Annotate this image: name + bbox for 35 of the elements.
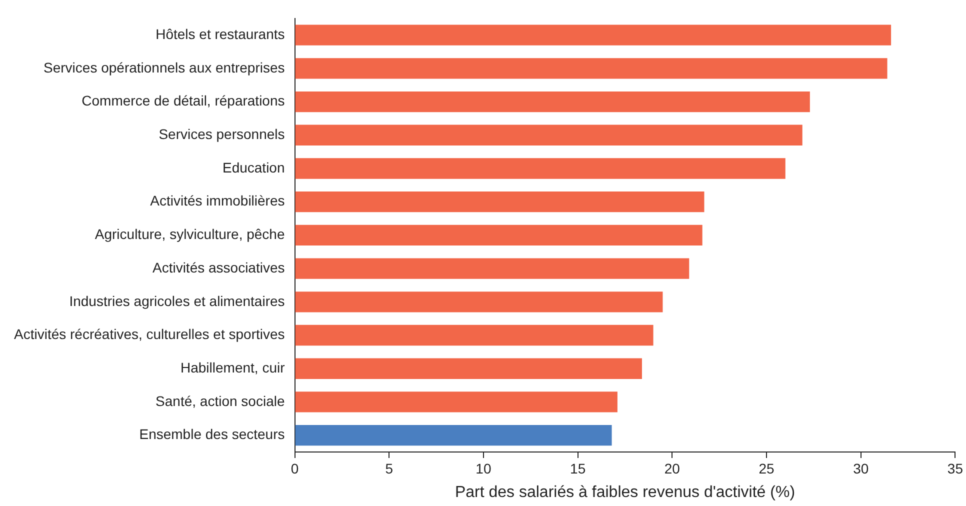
bar — [295, 358, 642, 379]
y-tick-label: Ensemble des secteurs — [139, 426, 285, 442]
y-tick-label: Activités immobilières — [150, 192, 285, 209]
bar — [295, 224, 702, 246]
y-tick-label: Santé, action sociale — [156, 392, 285, 409]
bar — [295, 124, 802, 146]
y-tick-label: Hôtels et restaurants — [156, 26, 285, 42]
bar — [295, 292, 663, 312]
x-tick-label: 25 — [758, 460, 775, 476]
y-tick-label: Agriculture, sylviculture, pêche — [94, 226, 285, 242]
x-axis-title: Part des salariés à faibles revenus d'activité (%) — [454, 484, 796, 501]
x-tick-label: 30 — [853, 460, 869, 476]
bar — [295, 392, 618, 412]
bar — [295, 324, 654, 346]
y-tick-label: Activités récréatives, culturelles et sportives — [14, 326, 285, 342]
y-tick-label: Services opérationnels aux entreprises — [44, 59, 285, 76]
bar — [295, 192, 704, 212]
x-tick-label: 35 — [947, 460, 964, 476]
bar — [295, 158, 786, 179]
bar — [295, 91, 810, 112]
x-tick-label: 10 — [476, 460, 492, 476]
x-tick-label: 0 — [290, 460, 299, 476]
x-tick-label: 5 — [385, 460, 394, 476]
x-tick-label: 15 — [570, 460, 586, 476]
bar — [295, 258, 690, 279]
bar — [295, 24, 892, 46]
y-tick-label: Habillement, cuir — [180, 359, 286, 376]
y-tick-label: Services personnels — [158, 126, 285, 142]
bar — [295, 424, 612, 446]
x-tick-label: 20 — [664, 460, 680, 476]
y-tick-label: Activités associatives — [152, 259, 285, 276]
y-tick-label: Commerce de détail, réparations — [82, 92, 285, 109]
y-tick-label: Education — [222, 159, 285, 176]
bar — [295, 58, 888, 79]
y-tick-label: Industries agricoles et alimentaires — [69, 292, 285, 309]
